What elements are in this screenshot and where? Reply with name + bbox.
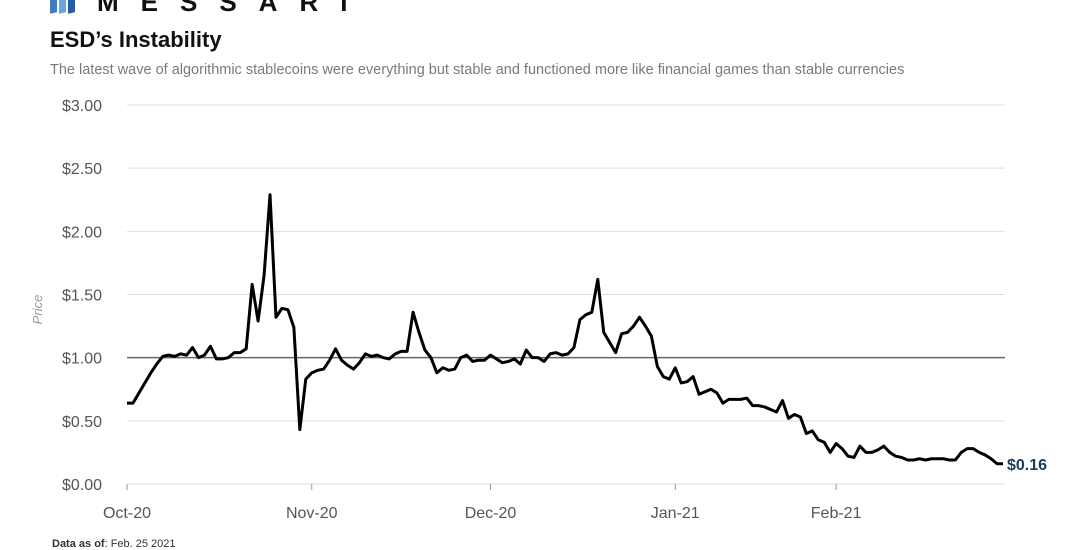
x-tick-label: Jan-21 xyxy=(651,505,700,522)
data-as-of-label: Data as of xyxy=(52,538,105,550)
y-tick-label: $2.50 xyxy=(62,161,102,178)
data-as-of: Data as of: Feb. 25 2021 xyxy=(52,538,176,550)
y-tick-label: $3.00 xyxy=(62,98,102,115)
data-as-of-value: Feb. 25 2021 xyxy=(110,538,176,550)
chart-subtitle: The latest wave of algorithmic stablecoi… xyxy=(50,62,905,78)
y-tick-label: $2.00 xyxy=(62,224,102,241)
y-tick-label: $0.50 xyxy=(62,414,102,431)
y-tick-label: $1.00 xyxy=(62,351,102,368)
x-tick-label: Dec-20 xyxy=(465,505,517,522)
y-axis-label: Price xyxy=(30,295,45,325)
y-tick-label: $1.50 xyxy=(62,288,102,305)
brand-name: MESSARI xyxy=(97,0,370,17)
end-value-label: $0.16 xyxy=(1007,457,1047,474)
y-tick-label: $0.00 xyxy=(62,477,102,494)
price-line xyxy=(127,193,1003,466)
x-tick-label: Nov-20 xyxy=(286,505,338,522)
x-tick-label: Oct-20 xyxy=(103,505,151,522)
messari-logo: MESSARI xyxy=(50,0,370,17)
x-tick-label: Feb-21 xyxy=(811,505,862,522)
chart-title: ESD’s Instability xyxy=(50,27,222,52)
